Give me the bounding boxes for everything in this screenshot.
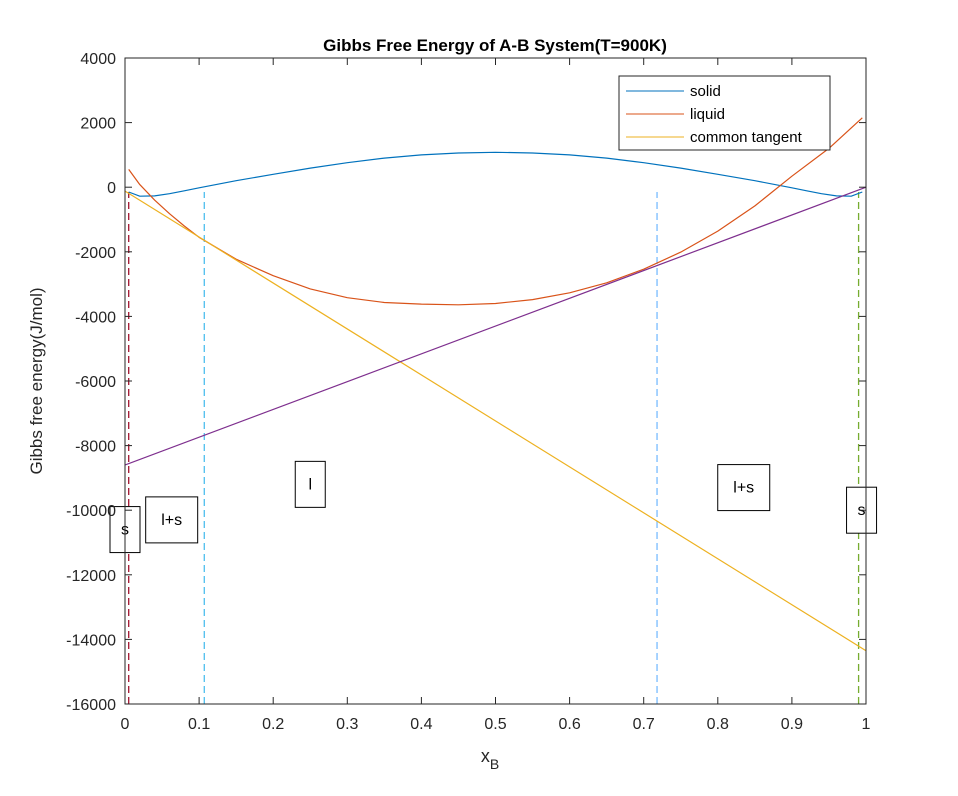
y-axis-label: Gibbs free energy(J/mol)	[27, 287, 46, 474]
y-tick-label: -10000	[66, 503, 116, 520]
x-axis-label-main: x	[481, 746, 490, 766]
y-tick-label: -6000	[75, 374, 116, 391]
x-tick-label: 0.3	[336, 716, 358, 733]
y-tick-label: -12000	[66, 568, 116, 585]
x-tick-label: 0.2	[262, 716, 284, 733]
y-ticks-layer: 4000 2000 0 -2000 -4000 -6000 -8000 -10000 -1200…	[66, 51, 866, 714]
x-tick-label: 0.7	[633, 716, 655, 733]
series-layer	[124, 117, 867, 652]
series-line-3	[124, 186, 867, 466]
x-tick-label: 1	[862, 716, 871, 733]
x-axis-label-subscript: B	[490, 756, 499, 772]
x-tick-label: 0	[121, 716, 130, 733]
annotation-box	[294, 460, 326, 508]
annotation-label: l+s	[161, 512, 182, 529]
legend: solid liquid common tangent	[618, 75, 831, 151]
x-ticks-layer: 0 0.1 0.2 0.3 0.4 0.5 0.6 0.7 0.8 0.9 1	[121, 58, 871, 733]
vertical-lines-layer	[128, 192, 860, 704]
y-tick-label: 2000	[80, 116, 116, 133]
legend-label-liquid: liquid	[690, 106, 725, 123]
y-tick-label: 0	[107, 180, 116, 197]
x-tick-label: 0.6	[558, 716, 580, 733]
legend-label-common-tangent: common tangent	[690, 129, 803, 146]
series-line-liquid	[128, 117, 863, 306]
annotation-box	[717, 464, 771, 512]
y-tick-label: -2000	[75, 245, 116, 262]
y-tick-label: -4000	[75, 309, 116, 326]
chart-title: Gibbs Free Energy of A-B System(T=900K)	[323, 36, 667, 55]
annotation-box	[145, 496, 199, 544]
x-tick-label: 0.4	[410, 716, 432, 733]
plot-area	[125, 58, 866, 704]
y-tick-label: 4000	[80, 51, 116, 68]
legend-box	[618, 75, 831, 151]
y-tick-label: -16000	[66, 697, 116, 714]
x-axis-label: xB	[481, 746, 499, 772]
y-tick-label: -8000	[75, 439, 116, 456]
x-tick-label: 0.8	[707, 716, 729, 733]
legend-label-solid: solid	[690, 83, 721, 100]
series-line-solid	[128, 151, 863, 197]
annotation-label: l	[308, 476, 312, 493]
x-tick-label: 0.5	[484, 716, 506, 733]
y-tick-label: -14000	[66, 632, 116, 649]
series-line-common-tangent	[124, 190, 867, 652]
annotation-label: l+s	[733, 480, 754, 497]
x-tick-label: 0.1	[188, 716, 210, 733]
x-tick-label: 0.9	[781, 716, 803, 733]
